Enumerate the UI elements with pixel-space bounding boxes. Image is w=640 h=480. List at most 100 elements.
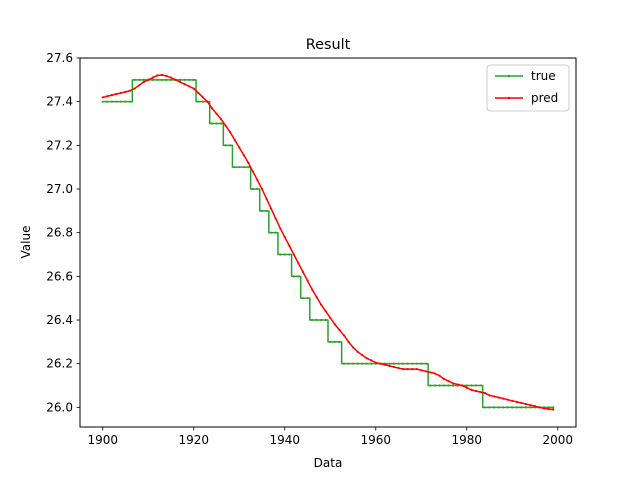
- data-point-pred: [474, 389, 477, 393]
- legend: true pred: [486, 64, 570, 112]
- data-point-pred: [506, 398, 509, 401]
- data-point-true: [511, 406, 514, 409]
- data-point-pred: [251, 170, 255, 173]
- data-point-pred: [415, 368, 418, 371]
- data-point-true: [547, 406, 550, 409]
- x-axis: 1900 1920 1940 1960 1980 2000: [87, 427, 573, 447]
- data-point-pred: [406, 368, 409, 371]
- data-point-true: [160, 78, 164, 81]
- data-point-true: [474, 384, 477, 387]
- y-tick-label: 27.2: [46, 138, 73, 152]
- data-point-pred: [106, 95, 109, 98]
- data-point-pred: [124, 90, 127, 93]
- data-point-pred: [370, 359, 373, 362]
- data-point-pred: [397, 366, 400, 370]
- data-point-pred: [442, 377, 446, 381]
- data-point-pred: [342, 334, 346, 337]
- legend-label-pred: pred: [531, 91, 558, 105]
- data-point-true: [238, 166, 241, 169]
- data-point-true: [506, 406, 509, 409]
- data-point-true: [529, 406, 532, 409]
- data-point-pred: [219, 118, 223, 121]
- data-point-pred: [511, 399, 514, 402]
- y-tick-label: 26.8: [46, 226, 73, 240]
- data-point-pred: [306, 279, 309, 282]
- data-point-pred: [206, 100, 209, 103]
- data-point-true: [370, 362, 373, 365]
- data-point-pred: [543, 407, 546, 410]
- data-point-true: [192, 78, 195, 81]
- y-tick-label: 27.6: [46, 51, 73, 65]
- data-point-pred: [192, 87, 195, 90]
- data-point-pred: [260, 187, 264, 191]
- series-line-pred: [102, 74, 554, 411]
- data-point-pred: [492, 395, 496, 398]
- data-point-pred: [329, 316, 332, 319]
- y-tick-label: 26.0: [46, 400, 73, 414]
- data-point-true: [420, 362, 423, 365]
- data-point-true: [424, 362, 427, 365]
- data-point-true: [165, 78, 168, 81]
- data-point-true: [470, 384, 473, 387]
- data-point-pred: [247, 161, 250, 164]
- data-point-true: [397, 362, 400, 365]
- data-point-true: [351, 362, 355, 365]
- x-tick-label: 1900: [87, 433, 118, 447]
- data-point-pred: [351, 346, 355, 349]
- data-point-pred: [429, 371, 432, 374]
- data-point-true: [128, 100, 132, 103]
- data-point-true: [338, 340, 341, 343]
- data-point-pred: [320, 303, 323, 306]
- data-point-true: [219, 122, 223, 125]
- data-point-pred: [256, 179, 259, 182]
- data-point-pred: [465, 386, 468, 389]
- data-point-pred: [533, 405, 537, 408]
- data-point-true: [497, 406, 500, 409]
- data-point-true: [488, 406, 491, 409]
- data-point-true: [197, 100, 200, 103]
- data-point-true: [438, 384, 441, 387]
- data-point-true: [169, 78, 173, 81]
- data-point-true: [242, 166, 245, 169]
- data-point-true: [447, 384, 450, 387]
- x-tick-label: 1920: [178, 433, 209, 447]
- data-point-pred: [115, 92, 118, 96]
- data-point-pred: [361, 353, 364, 357]
- chart-title: Result: [306, 37, 351, 53]
- y-axis-label: Value: [19, 226, 33, 259]
- data-point-pred: [515, 400, 518, 403]
- data-point-true: [156, 78, 159, 81]
- data-point-true: [201, 100, 204, 103]
- x-tick-label: 1940: [269, 433, 300, 447]
- data-point-true: [392, 362, 396, 365]
- data-point-true: [229, 144, 232, 147]
- data-point-pred: [169, 76, 173, 79]
- data-point-pred: [142, 80, 145, 84]
- x-tick-label: 2000: [543, 433, 574, 447]
- data-point-pred: [324, 310, 327, 313]
- data-point-pred: [497, 396, 500, 399]
- data-point-true: [279, 253, 282, 256]
- data-point-true: [151, 78, 154, 81]
- data-point-true: [260, 209, 264, 212]
- data-point-pred: [201, 96, 204, 99]
- data-point-pred: [160, 73, 164, 77]
- data-point-pred: [310, 288, 314, 291]
- data-point-pred: [552, 408, 555, 411]
- y-tick-label: 27.0: [46, 182, 73, 196]
- data-point-pred: [274, 217, 277, 220]
- y-tick-label: 26.4: [46, 313, 73, 327]
- data-point-true: [251, 187, 255, 191]
- data-point-pred: [529, 404, 532, 407]
- data-point-true: [124, 100, 127, 103]
- data-point-pred: [483, 392, 487, 395]
- data-point-pred: [233, 138, 236, 141]
- data-point-true: [524, 406, 528, 409]
- data-point-true: [274, 231, 277, 234]
- legend-label-true: true: [531, 69, 556, 83]
- data-point-true: [224, 144, 227, 147]
- data-point-pred: [128, 89, 132, 92]
- data-point-pred: [188, 85, 191, 88]
- y-axis: 26.0 26.2 26.4 26.6 26.8 27.0 27.2 27.4 27.6: [46, 51, 80, 414]
